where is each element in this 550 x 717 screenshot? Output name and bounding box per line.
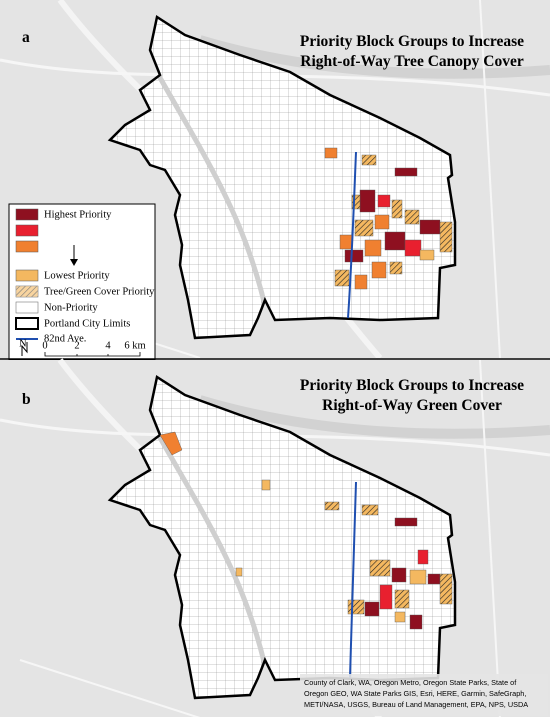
attribution-line: County of Clark, WA, Oregon Metro, Orego…	[304, 678, 517, 687]
panel-title: Priority Block Groups to Increase	[300, 377, 524, 394]
priority-blocks	[324, 147, 453, 290]
panel-label: b	[22, 391, 31, 408]
attribution-line: METI/NASA, USGS, Bureau of Land Manageme…	[304, 700, 528, 709]
panel-title: Right-of-Way Green Cover	[322, 397, 502, 414]
scale-label: 0	[42, 340, 47, 351]
scale-label: 2	[74, 340, 79, 351]
82nd-ave-line	[347, 151, 357, 319]
legend-label: Tree/Green Cover Priority	[44, 286, 155, 297]
legend-label: Highest Priority	[44, 209, 112, 220]
82nd-ave-line	[349, 481, 357, 679]
panel-b: b Priority Block Groups to Increase Righ…	[0, 360, 550, 717]
panel-a: a Priority Block Groups to Increase Righ…	[0, 0, 550, 360]
scale-label: 6 km	[124, 340, 145, 351]
panel-title: Right-of-Way Tree Canopy Cover	[300, 53, 524, 70]
panel-title: Priority Block Groups to Increase	[300, 33, 524, 50]
legend-label: Lowest Priority	[44, 270, 110, 281]
legend-label: 82nd Ave.	[44, 333, 86, 344]
legend-label: Non-Priority	[44, 302, 98, 313]
legend-label: Portland City Limits	[44, 318, 130, 329]
scale-label: 4	[105, 340, 111, 351]
priority-blocks	[159, 431, 453, 630]
attribution-line: Oregon GEO, WA State Parks GIS, Esri, HE…	[304, 689, 526, 698]
north-arrow: N	[19, 338, 27, 349]
legend: Highest Priority Lowest Priority Tree/Gr…	[8, 203, 156, 361]
panel-label: a	[22, 29, 30, 46]
attribution: County of Clark, WA, Oregon Metro, Orego…	[300, 674, 548, 716]
